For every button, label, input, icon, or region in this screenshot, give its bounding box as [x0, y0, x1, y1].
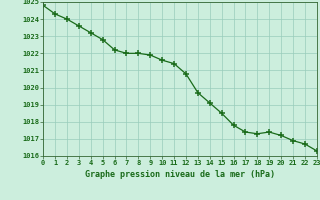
X-axis label: Graphe pression niveau de la mer (hPa): Graphe pression niveau de la mer (hPa) — [85, 170, 275, 179]
